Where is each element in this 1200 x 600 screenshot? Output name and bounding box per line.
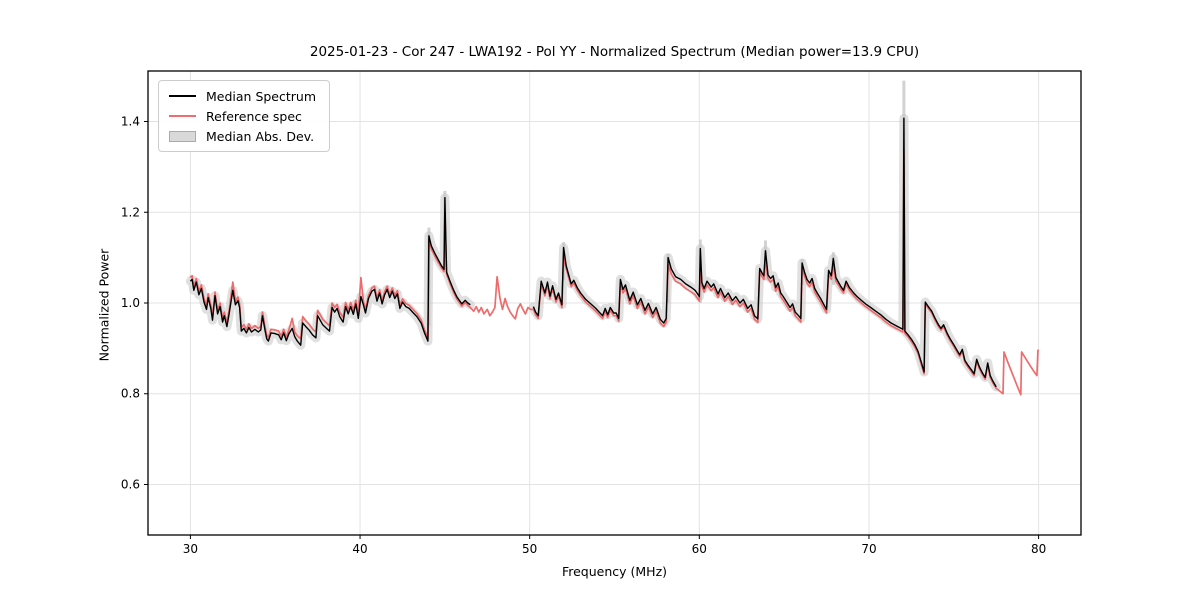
legend-label: Median Spectrum	[206, 88, 317, 104]
legend-label: Median Abs. Dev.	[206, 128, 315, 144]
axis-ticks: 30 40 50 60 70 80 0.6 0.8 1.0 1.2 1.4	[121, 115, 1046, 556]
median-spectrum-path	[189, 197, 471, 346]
legend-entry-reference-spec: Reference spec	[169, 106, 321, 126]
median-spectrum-path	[532, 117, 997, 388]
x-axis-label: Frequency (MHz)	[561, 564, 668, 579]
reference-line-swatch	[169, 115, 196, 117]
legend: Median Spectrum Reference spec Median Ab…	[158, 80, 330, 152]
x-tick-label: 70	[861, 542, 876, 556]
y-tick-label: 0.8	[121, 387, 140, 401]
reference-spec-path	[189, 150, 1040, 396]
y-tick-label: 0.6	[121, 477, 140, 491]
x-tick-label: 80	[1031, 542, 1046, 556]
x-tick-label: 60	[692, 542, 707, 556]
mad-patch-swatch	[169, 130, 196, 142]
reference-spec-line	[189, 150, 1040, 396]
x-tick-label: 50	[522, 542, 537, 556]
median-line-swatch	[169, 95, 196, 97]
y-tick-label: 1.2	[121, 205, 140, 219]
chart-title: 2025-01-23 - Cor 247 - LWA192 - Pol YY -…	[309, 44, 920, 60]
legend-entry-mad: Median Abs. Dev.	[169, 126, 321, 146]
x-tick-label: 40	[352, 542, 367, 556]
y-tick-label: 1.0	[121, 296, 140, 310]
legend-label: Reference spec	[206, 108, 302, 124]
legend-entry-median-spectrum: Median Spectrum	[169, 86, 321, 106]
x-tick-label: 30	[183, 542, 198, 556]
y-tick-label: 1.4	[121, 115, 140, 129]
median-spectrum-line	[189, 117, 997, 388]
